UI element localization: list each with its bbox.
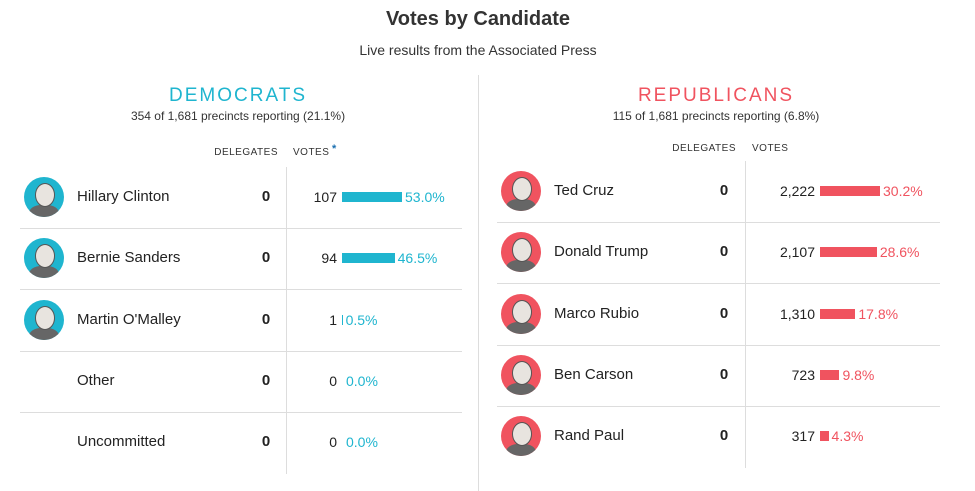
- portrait: [501, 171, 541, 211]
- percent-label: 0.5%: [345, 311, 378, 328]
- title: Votes by Candidate: [385, 8, 571, 30]
- votes: 107: [313, 189, 337, 205]
- percent-label: 53.0%: [405, 189, 445, 205]
- vote-bar: [342, 314, 343, 325]
- votes: 1: [329, 311, 337, 328]
- portrait-head: [35, 305, 55, 330]
- percent-label: 17.8%: [858, 305, 899, 322]
- delegates: 0: [261, 371, 271, 389]
- delegates: 0: [261, 249, 271, 267]
- candidate-name: Ted Cruz: [554, 182, 615, 199]
- vote-bar: [820, 186, 880, 196]
- percent-label: 0.0%: [346, 372, 378, 389]
- portrait-head: [512, 422, 532, 447]
- votes: 1,310: [779, 305, 815, 322]
- percent-label: 28.6%: [879, 244, 920, 261]
- portrait: [501, 232, 541, 273]
- portrait: [501, 354, 541, 395]
- votes: 2,222: [779, 183, 815, 199]
- vote-bar: [342, 192, 402, 202]
- portrait-head: [512, 360, 532, 385]
- portrait: [501, 416, 541, 457]
- row-separator: [497, 345, 940, 346]
- votes: 2,107: [779, 244, 815, 261]
- vote-bar: [342, 253, 395, 264]
- portrait-body: [506, 199, 536, 211]
- row-separator: [497, 406, 940, 407]
- votes: 723: [791, 366, 815, 383]
- vote-bar: [820, 431, 829, 442]
- row-separator: [497, 283, 940, 284]
- portrait-body: [29, 205, 59, 217]
- delegates: 0: [261, 433, 271, 451]
- delegates: 0: [719, 427, 729, 445]
- votes-note: *: [332, 143, 337, 155]
- portrait-head: [512, 177, 532, 201]
- delegates: 0: [261, 310, 271, 328]
- portrait-body: [506, 321, 536, 334]
- reporting: 115 of 1,681 precincts reporting (6.8%): [612, 109, 820, 123]
- row-separator: [20, 351, 462, 352]
- candidate-name: Hillary Clinton: [77, 188, 170, 205]
- candidate-name: Uncommitted: [77, 433, 166, 451]
- votes: 0: [329, 434, 337, 451]
- votes-header: VOTES: [752, 143, 789, 154]
- candidate-name: Rand Paul: [554, 427, 625, 445]
- candidate-name: Bernie Sanders: [77, 249, 181, 267]
- candidate-name: Marco Rubio: [554, 304, 640, 322]
- percent-label: 4.3%: [831, 428, 864, 445]
- delegates: 0: [719, 304, 729, 322]
- subtitle: Live results from the Associated Press: [359, 42, 597, 58]
- percent-label: 9.8%: [842, 366, 875, 383]
- delegates: 0: [719, 365, 729, 383]
- delegates-header: DELEGATES: [672, 143, 736, 154]
- portrait-head: [512, 238, 532, 263]
- candidate-name: Donald Trump: [554, 243, 649, 261]
- portrait: [501, 293, 541, 334]
- vote-bar: [820, 247, 877, 258]
- vote-bar: [820, 369, 840, 380]
- portrait-head: [512, 299, 532, 324]
- percent-label: 46.5%: [397, 250, 438, 267]
- delegates-header: DELEGATES: [214, 147, 278, 158]
- column-line: [286, 167, 287, 474]
- portrait: [24, 177, 64, 217]
- votes: 0: [329, 372, 337, 389]
- portrait-body: [29, 266, 59, 279]
- candidate-name: Martin O'Malley: [77, 310, 181, 328]
- percent-label: 30.2%: [883, 183, 923, 199]
- portrait-body: [506, 444, 536, 457]
- portrait-head: [35, 183, 55, 207]
- candidate-name: Other: [77, 371, 115, 389]
- row-separator: [20, 412, 462, 413]
- reporting: 354 of 1,681 precincts reporting (21.1%): [130, 109, 346, 123]
- delegates: 0: [719, 243, 729, 261]
- delegates: 0: [719, 182, 729, 199]
- votes: 94: [321, 250, 337, 267]
- portrait-body: [506, 260, 536, 273]
- divider: [478, 75, 479, 491]
- portrait-body: [506, 382, 536, 395]
- portrait-head: [35, 244, 55, 269]
- row-separator: [20, 289, 462, 290]
- votes-header: VOTES: [293, 147, 330, 158]
- candidate-name: Ben Carson: [554, 365, 634, 383]
- party-name: REPUBLICANS: [637, 85, 795, 106]
- portrait-body: [29, 327, 59, 340]
- row-separator: [497, 222, 940, 223]
- portrait: [24, 299, 64, 340]
- column-line: [745, 161, 746, 468]
- vote-bar: [820, 308, 856, 319]
- delegates: 0: [261, 188, 271, 205]
- portrait: [24, 238, 64, 279]
- row-separator: [20, 228, 462, 229]
- votes: 317: [791, 428, 815, 445]
- party-name: DEMOCRATS: [169, 85, 307, 106]
- percent-label: 0.0%: [346, 434, 378, 451]
